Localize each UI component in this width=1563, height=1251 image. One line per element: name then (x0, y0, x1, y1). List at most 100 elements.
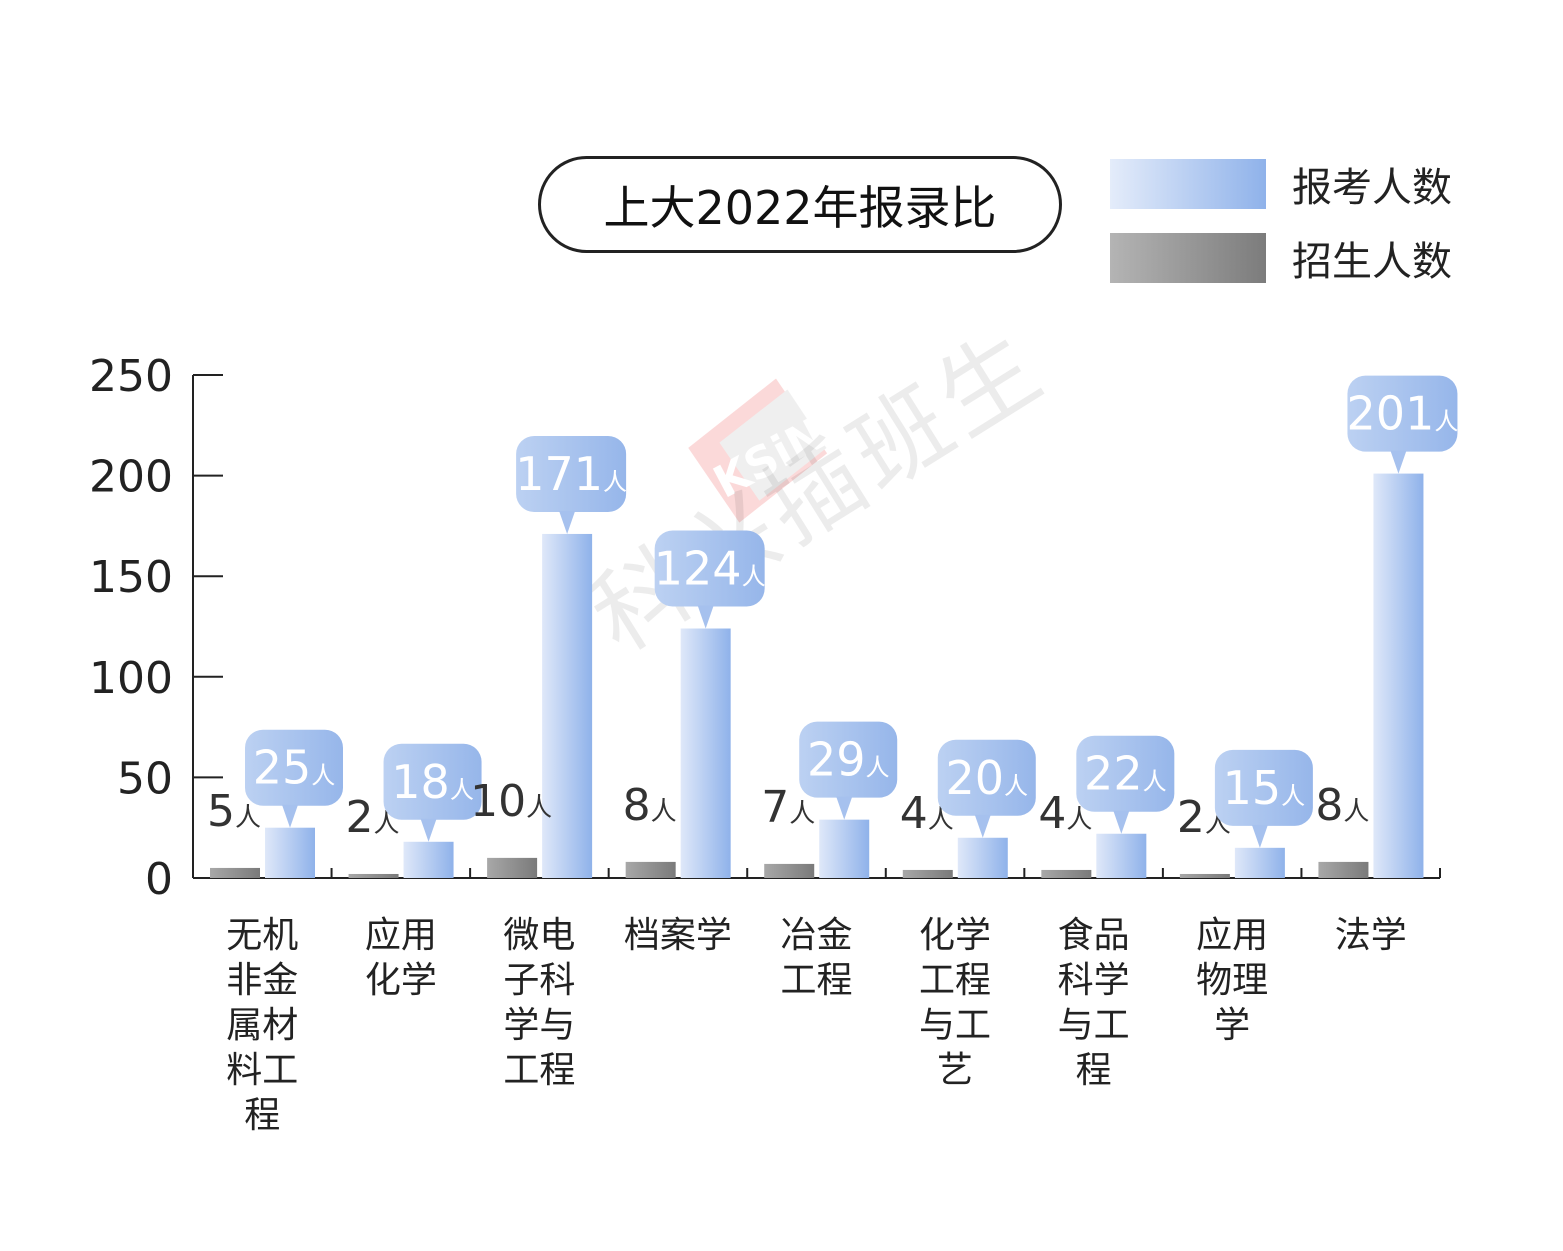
data-label-admit: 10人 (470, 776, 552, 827)
bar-admit (348, 873, 399, 878)
data-bubble-apply (516, 435, 627, 512)
x-category-label-line: 学 (1214, 1005, 1250, 1046)
x-category-label-line: 艺 (937, 1050, 973, 1091)
x-category-label-line: 非金 (226, 960, 298, 1001)
data-bubble-apply (1076, 735, 1175, 812)
x-category-label-line: 化学 (919, 915, 991, 956)
data-bubble-apply (654, 530, 765, 607)
x-category-label-line: 料工 (226, 1050, 298, 1091)
legend-label-admit: 招生人数 (1292, 239, 1452, 285)
data-label-apply: 171人 (515, 447, 627, 501)
data-label-admit: 5人 (207, 786, 261, 837)
x-category-label-line: 程 (244, 1095, 280, 1136)
bar-apply (403, 841, 454, 878)
bar-admit (1318, 861, 1369, 878)
data-label-apply: 124人 (654, 542, 766, 596)
y-tick-label: 150 (89, 552, 173, 603)
x-category-label-line: 程 (1076, 1050, 1112, 1091)
data-label-apply: 18人 (391, 755, 474, 809)
bar-admit (210, 867, 260, 878)
bar-apply (680, 628, 731, 878)
data-label-apply: 20人 (946, 751, 1029, 805)
x-category-label-line: 化学 (365, 960, 437, 1001)
data-bubble-pointer (559, 510, 576, 534)
data-bubble-pointer (1390, 450, 1407, 474)
bar-apply (819, 819, 870, 878)
data-bubble-apply (245, 729, 343, 806)
data-bubble-pointer (282, 804, 298, 828)
y-tick-label: 250 (89, 351, 173, 402)
data-label-apply: 29人 (807, 733, 890, 787)
bar-apply (1096, 833, 1147, 878)
data-bubble-apply (1347, 375, 1458, 452)
bar-admit (764, 863, 815, 878)
bar-admit (487, 857, 538, 878)
bar-admit (1179, 873, 1230, 878)
data-label-admit: 2人 (346, 792, 400, 843)
data-bubble-apply (383, 743, 482, 820)
bar-apply (265, 827, 315, 878)
x-category-label-line: 档案学 (624, 915, 732, 956)
data-bubble-apply (799, 721, 898, 798)
x-category-label-line: 冶金 (780, 915, 852, 956)
x-category-label: 档案学 (624, 915, 732, 956)
x-category-label: 法学 (1335, 915, 1407, 956)
x-category-label-line: 属材 (226, 1005, 298, 1046)
data-label-admit: 7人 (761, 782, 815, 833)
x-category-label-line: 与工 (919, 1005, 991, 1046)
data-bubble-pointer (697, 605, 714, 629)
x-category-label-line: 科学 (1058, 960, 1130, 1001)
chart-title: 上大2022年报录比 (538, 156, 1062, 253)
bar-admit (1041, 869, 1092, 878)
x-category-label-line: 工程 (503, 1050, 575, 1091)
y-tick-label: 100 (89, 653, 173, 704)
y-tick-label: 50 (117, 753, 173, 804)
data-label-apply: 201人 (1347, 387, 1459, 441)
x-category-label-line: 与工 (1058, 1005, 1130, 1046)
data-bubble-apply (937, 739, 1036, 816)
data-label-admit: 2人 (1177, 792, 1231, 843)
x-category-label-line: 食品 (1058, 915, 1130, 956)
bar-admit (902, 869, 953, 878)
y-tick-label: 200 (89, 452, 173, 503)
bar-admit (625, 861, 676, 878)
legend-swatch-apply (1110, 159, 1266, 209)
x-category-label-line: 微电 (503, 915, 575, 956)
x-category-label-line: 应用 (1196, 915, 1268, 956)
x-category-label-line: 应用 (365, 915, 437, 956)
x-category-label-line: 工程 (780, 960, 852, 1001)
legend-swatch-admit (1110, 233, 1266, 283)
data-bubble-pointer (836, 796, 853, 820)
bar-apply (1234, 847, 1285, 878)
data-bubble-pointer (1113, 810, 1130, 834)
data-label-admit: 8人 (1315, 780, 1369, 831)
data-label-admit: 8人 (623, 780, 677, 831)
data-bubble-pointer (1251, 824, 1268, 848)
x-category-label-line: 物理 (1196, 960, 1268, 1001)
bar-apply (542, 533, 593, 878)
x-category-label-line: 法学 (1335, 915, 1407, 956)
data-bubble-pointer (974, 814, 991, 838)
x-category-label-line: 无机 (226, 915, 298, 956)
x-category-label-line: 子科 (503, 960, 575, 1001)
legend-item-admit: 招生人数 (1110, 229, 1452, 287)
legend-label-apply: 报考人数 (1292, 165, 1452, 211)
y-tick-label: 0 (145, 854, 173, 905)
x-category-label-line: 工程 (919, 960, 991, 1001)
legend-item-apply: 报考人数 (1110, 155, 1452, 213)
data-label-apply: 22人 (1084, 747, 1167, 801)
bar-apply (1373, 473, 1424, 878)
data-label-apply: 15人 (1223, 761, 1306, 815)
bar-apply (957, 837, 1008, 878)
data-bubble-apply (1214, 749, 1313, 826)
data-label-admit: 4人 (900, 788, 954, 839)
data-bubble-pointer (420, 818, 437, 842)
